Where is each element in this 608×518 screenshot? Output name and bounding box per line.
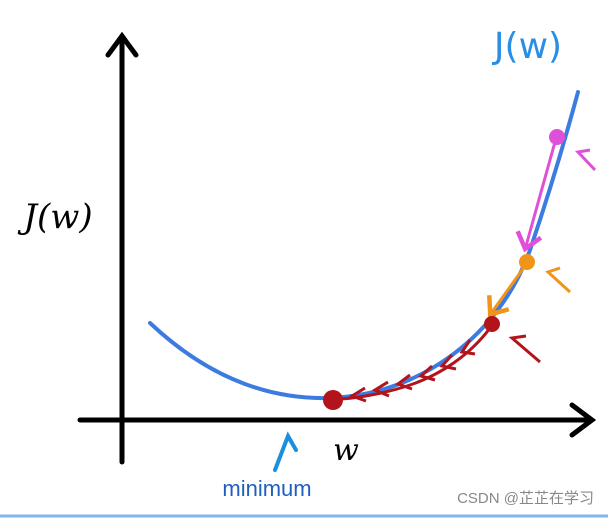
y-axis-label: J(w) — [17, 197, 92, 237]
axes — [77, 31, 597, 465]
x-axis-arrow — [569, 402, 597, 438]
step-chevrons — [348, 339, 476, 403]
minimum-pointer — [273, 431, 298, 472]
step-arrow — [515, 141, 557, 253]
minimum-point — [323, 390, 343, 410]
cost-curve — [148, 90, 580, 401]
annotation: minimum — [222, 476, 311, 501]
step-arrow — [486, 265, 527, 318]
pointer — [508, 334, 541, 364]
point — [519, 254, 535, 270]
step-path — [339, 327, 492, 401]
point — [484, 316, 500, 332]
curve-label: J(w) — [492, 26, 562, 67]
pointer — [574, 148, 597, 172]
x-axis-label: w — [333, 433, 359, 468]
pointer — [545, 266, 572, 294]
watermark: CSDN @芷芷在学习 — [457, 490, 594, 507]
point — [549, 129, 565, 145]
y-axis-arrow — [105, 31, 139, 58]
